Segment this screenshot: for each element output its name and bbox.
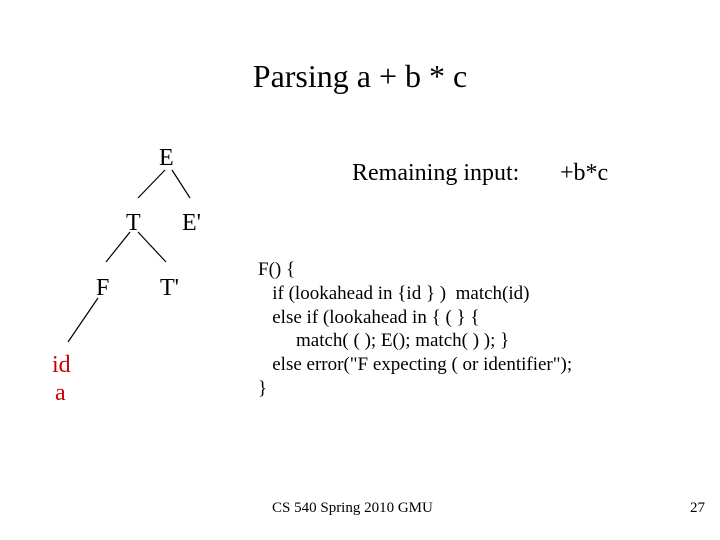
remaining-input-label: Remaining input: — [352, 160, 519, 187]
slide-title: Parsing a + b * c — [0, 58, 720, 95]
tree-node-T: T — [126, 210, 141, 237]
tree-node-E: E — [159, 145, 174, 172]
tree-node-F: F — [96, 275, 109, 302]
tree-node-id: id — [52, 352, 71, 379]
tree-node-Eprime: E' — [182, 210, 201, 237]
tree-node-Tprime: T' — [160, 275, 179, 302]
tree-node-a: a — [55, 380, 66, 407]
page-number: 27 — [690, 500, 705, 517]
remaining-input-value: +b*c — [560, 160, 608, 187]
footer-text: CS 540 Spring 2010 GMU — [272, 500, 433, 517]
code-block: F() { if (lookahead in {id } ) match(id)… — [258, 258, 572, 401]
